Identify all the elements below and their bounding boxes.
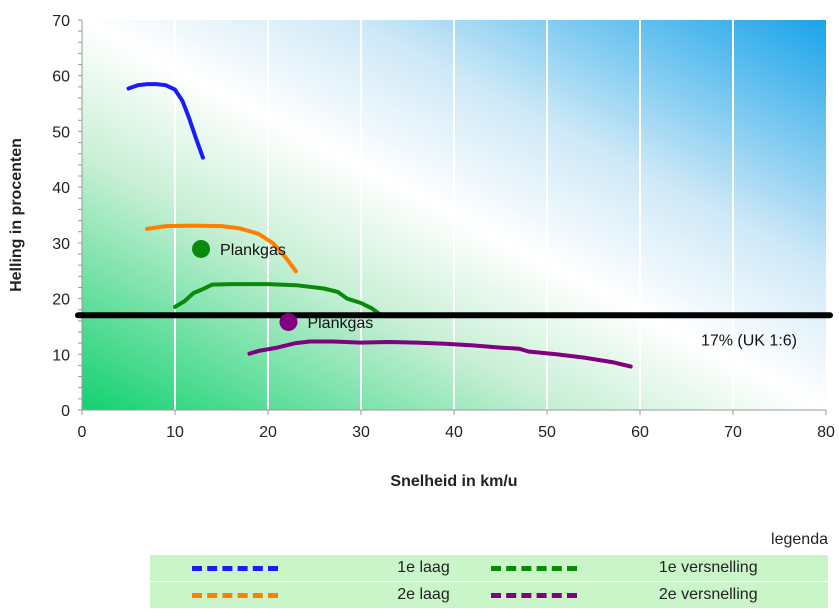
reference-line-group: 17% (UK 1:6) [75, 312, 833, 349]
x-tick-label: 50 [538, 424, 556, 441]
legend-dash-1e-versnelling [491, 565, 578, 571]
legend: legenda 1e laag 1e versnelling 2e laag 2… [150, 530, 828, 609]
legend-row: 2e laag 2e versnelling [150, 581, 828, 609]
y-tick-label: 10 [52, 347, 70, 364]
legend-label: 1e laag [397, 559, 450, 576]
y-tick-label: 40 [52, 180, 70, 197]
x-tick-label: 20 [259, 424, 277, 441]
chart: 0 10 20 30 40 50 60 70 80 0 10 20 30 40 50 60 70 17% (UK… [8, 13, 835, 490]
x-tick-label: 40 [445, 424, 463, 441]
annotation-marker [192, 239, 211, 258]
y-tick-label: 70 [52, 13, 70, 30]
y-tick-label: 50 [52, 124, 70, 141]
y-tick-label: 30 [52, 236, 70, 253]
x-tick-label: 80 [817, 424, 835, 441]
legend-swatch [150, 582, 319, 608]
legend-dash-2e-laag [191, 592, 278, 598]
legend-dash-1e-laag [191, 565, 278, 571]
annotation-marker [279, 312, 298, 331]
legend-swatch [450, 555, 619, 581]
annotation-label: Plankgas [307, 315, 373, 332]
legend-swatch [450, 582, 619, 608]
y-axis-title: Helling in procenten [8, 138, 25, 292]
legend-row: 1e laag 1e versnelling [150, 554, 828, 581]
series-line-1e-versnelling [173, 282, 382, 317]
series-line-2e-laag [145, 223, 298, 274]
annotations: Plankgas Plankgas [192, 239, 373, 332]
series-line-1e-laag [126, 82, 205, 160]
x-tick-label: 60 [631, 424, 649, 441]
x-axis-title: Snelheid in km/u [390, 473, 517, 490]
series-line-2e-versnelling [247, 339, 633, 369]
x-tick-label: 70 [724, 424, 742, 441]
legend-dash-2e-versnelling [491, 592, 578, 598]
legend-label: 2e laag [397, 586, 450, 603]
x-tick-label: 30 [352, 424, 370, 441]
tick-labels: 0 10 20 30 40 50 60 70 80 0 10 20 30 40 50 60 70 [52, 13, 835, 441]
legend-swatch [150, 555, 319, 581]
legend-label: 1e versnelling [658, 559, 758, 576]
legend-label: 2e versnelling [658, 586, 758, 603]
x-tick-label: 0 [78, 424, 87, 441]
reference-line-label: 17% (UK 1:6) [701, 332, 797, 349]
series-lines [126, 82, 633, 369]
y-tick-label: 0 [61, 403, 70, 420]
axes [78, 19, 827, 415]
legend-title: legenda [771, 531, 828, 548]
y-tick-label: 60 [52, 69, 70, 86]
y-tick-label: 20 [52, 292, 70, 309]
grid-lines [174, 20, 734, 410]
x-tick-label: 10 [166, 424, 184, 441]
annotation-label: Plankgas [220, 242, 286, 259]
